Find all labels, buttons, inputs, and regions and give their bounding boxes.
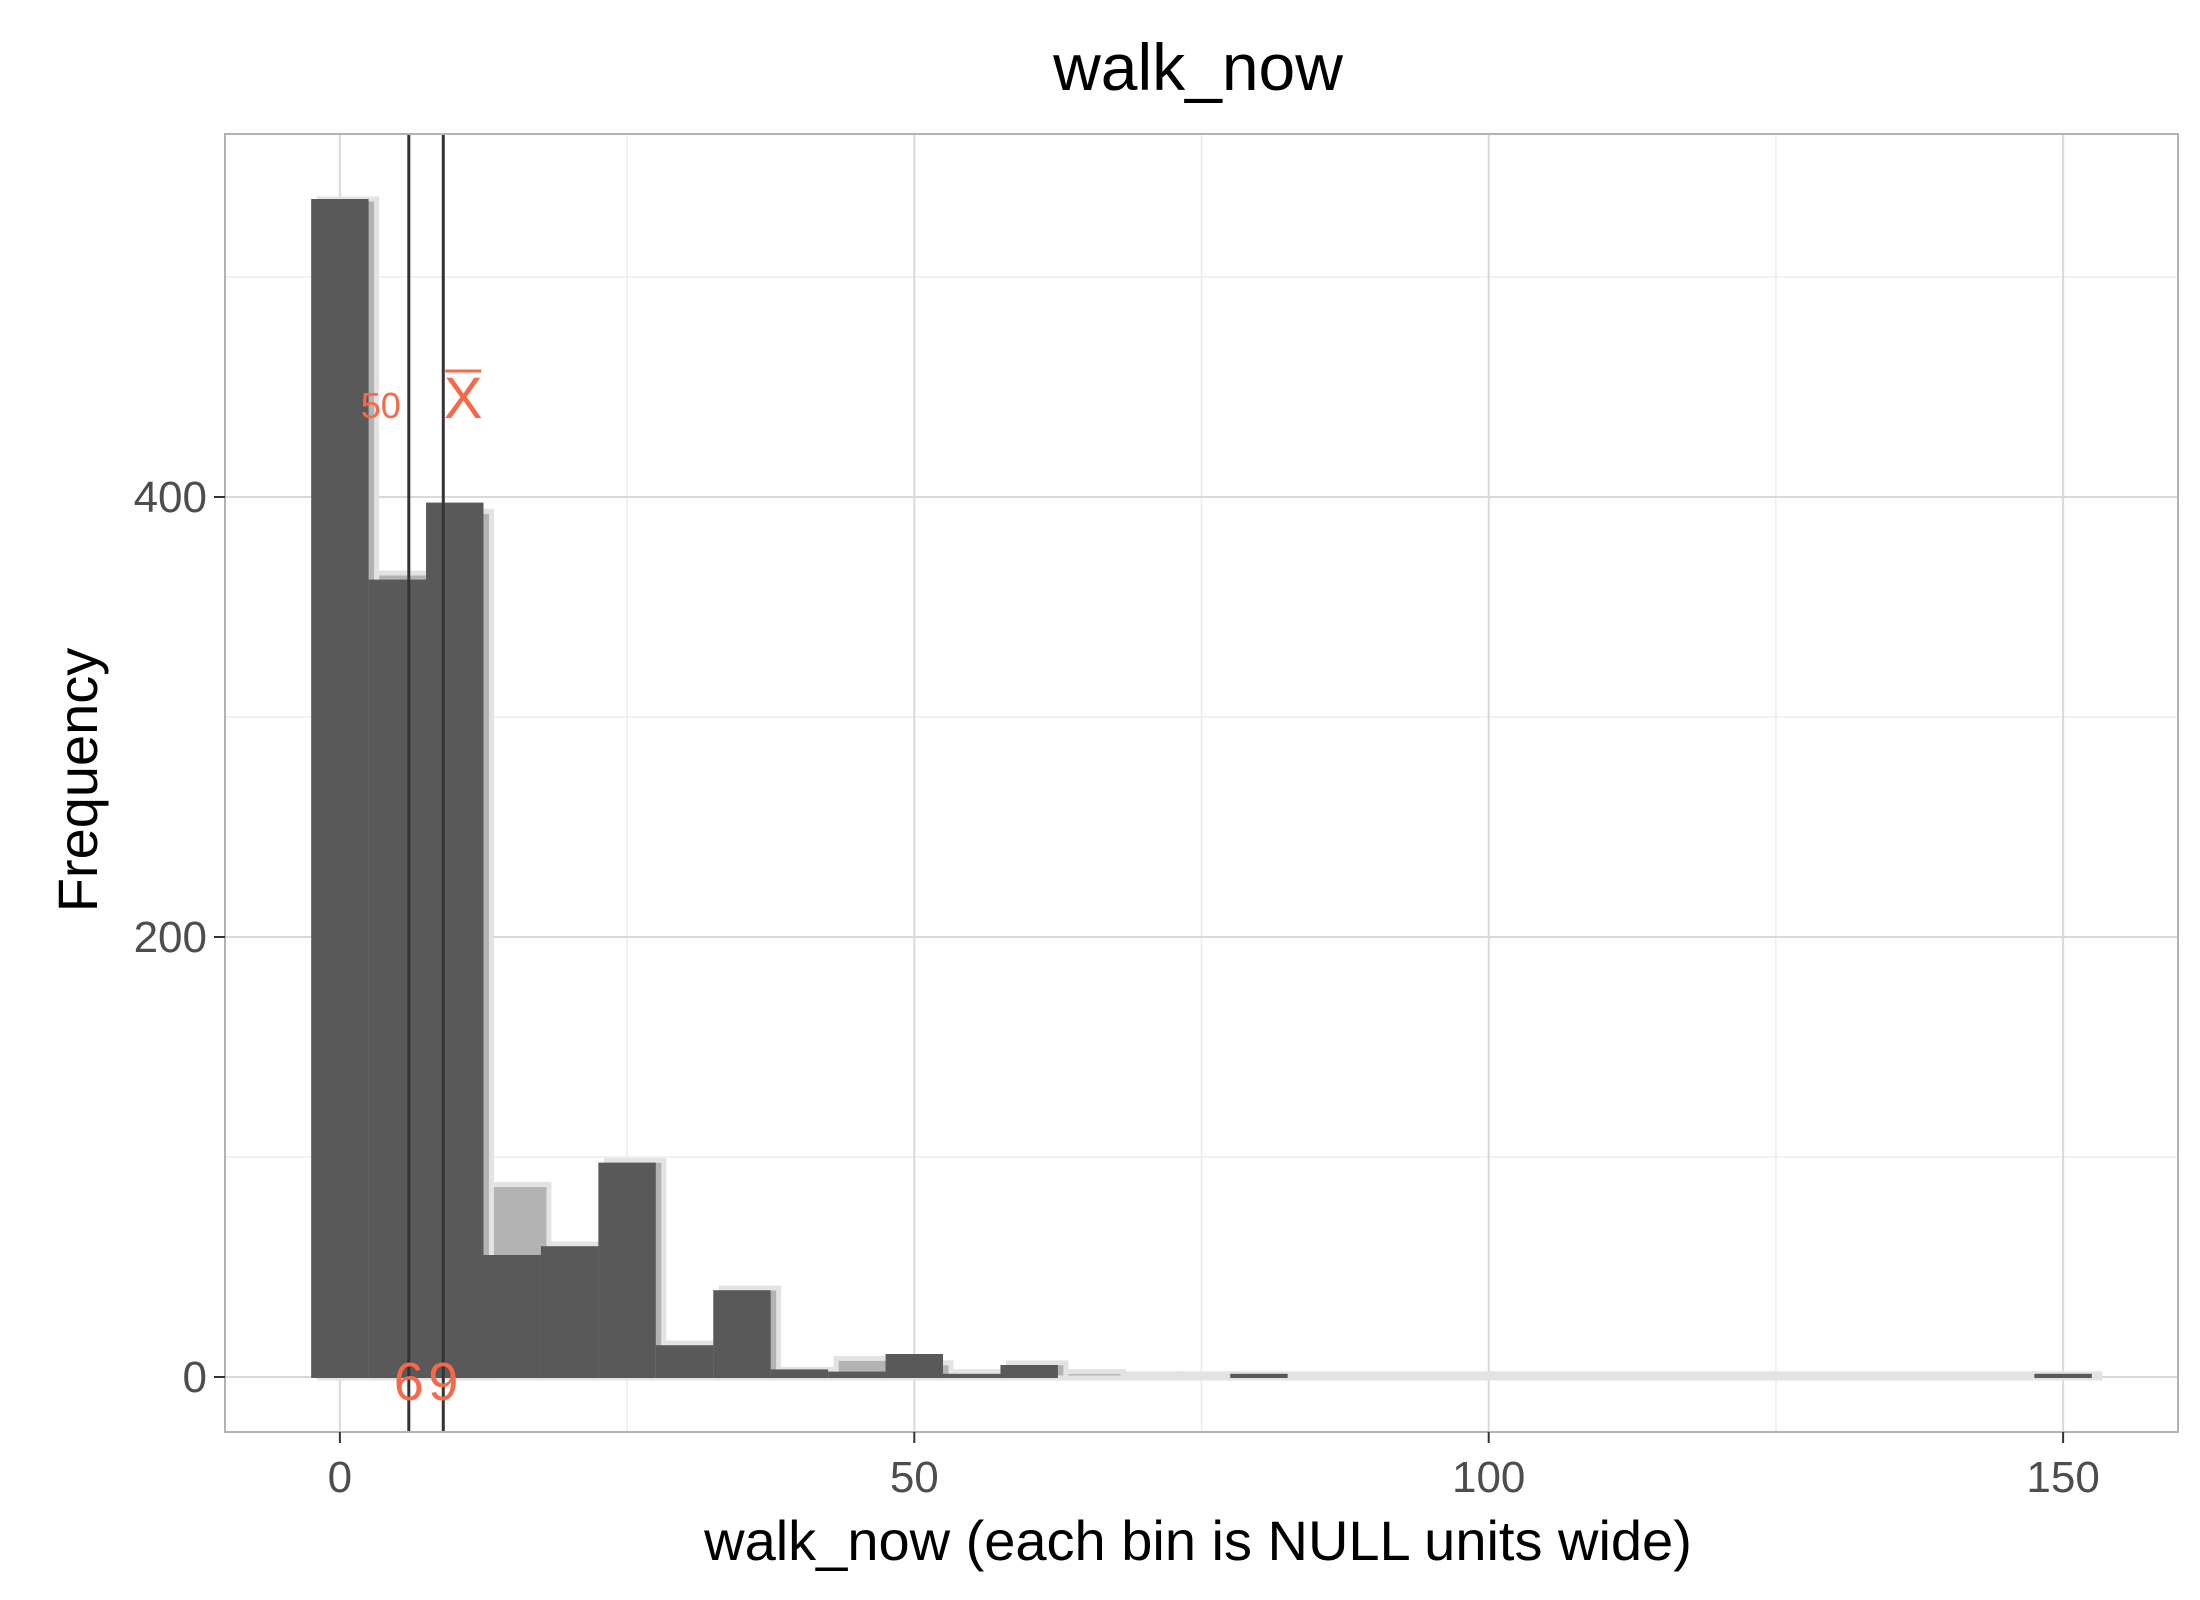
foreground-histogram <box>311 199 2092 1379</box>
reference-lines: 6 50 9 X <box>361 134 483 1432</box>
x-tick-label: 100 <box>1452 1453 1525 1502</box>
x-axis-ticks: 0 50 100 150 <box>328 1432 2100 1502</box>
histogram-bar <box>655 1345 714 1378</box>
background-bar <box>1293 1371 2103 1381</box>
histogram-bar <box>426 502 484 1379</box>
histogram-bar <box>885 1354 944 1378</box>
histogram-bar <box>770 1369 829 1378</box>
panel-border <box>224 133 2179 1433</box>
reference-symbol-median: 50 <box>361 385 401 426</box>
y-tick-label: 0 <box>183 1353 207 1402</box>
histogram-bar <box>368 579 427 1378</box>
x-tick-label: 50 <box>890 1453 939 1502</box>
histogram-bar <box>2034 1373 2092 1378</box>
chart-title: walk_now <box>1052 30 1343 104</box>
histogram-bar <box>540 1246 599 1378</box>
background-histogram <box>316 196 2103 1381</box>
reference-value-mean: 9 <box>428 1352 458 1412</box>
reference-symbol-mean: X <box>444 366 483 431</box>
histogram-bar <box>713 1290 771 1378</box>
background-bar <box>1120 1371 1184 1381</box>
background-bar <box>1063 1369 1126 1381</box>
histogram-bar <box>828 1371 886 1378</box>
x-axis-title: walk_now (each bin is NULL units wide) <box>703 1509 1692 1572</box>
y-axis-title: Frequency <box>46 648 109 913</box>
background-bar <box>1178 1371 1241 1381</box>
y-tick-label: 200 <box>134 913 207 962</box>
histogram-bar <box>1000 1365 1058 1378</box>
x-tick-label: 0 <box>328 1453 352 1502</box>
histogram-bar <box>311 199 369 1378</box>
reference-value-median: 6 <box>394 1352 424 1412</box>
histogram-bar <box>483 1255 541 1378</box>
y-tick-label: 400 <box>134 473 207 522</box>
x-tick-label: 150 <box>2026 1453 2099 1502</box>
y-axis-ticks: 0 200 400 <box>134 473 225 1402</box>
histogram-bar <box>598 1162 656 1378</box>
histogram-bar <box>1230 1373 1288 1378</box>
histogram-bar <box>943 1373 1001 1378</box>
